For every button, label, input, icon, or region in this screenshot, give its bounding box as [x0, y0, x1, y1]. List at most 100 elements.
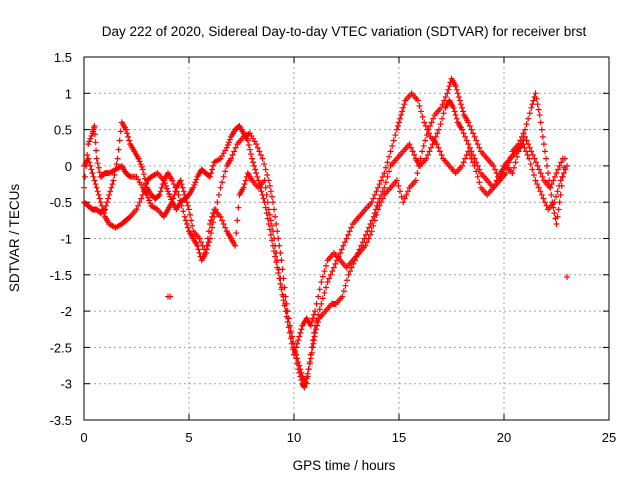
data-point [424, 126, 431, 133]
data-point [297, 329, 304, 336]
data-point [445, 86, 452, 93]
data-point [126, 214, 133, 221]
data-point [267, 231, 274, 238]
data-point [545, 170, 552, 177]
data-point [459, 126, 465, 133]
data-point [97, 199, 104, 206]
y-tick-label: -1.5 [50, 268, 72, 283]
data-point [560, 164, 567, 171]
data-point [433, 141, 440, 148]
data-point [466, 122, 473, 129]
data-point [518, 141, 525, 148]
data-point [534, 181, 541, 188]
data-point [209, 166, 216, 173]
data-point [465, 148, 472, 155]
data-point [425, 130, 432, 137]
data-point [457, 101, 464, 108]
data-point [146, 197, 153, 204]
data-point [241, 181, 248, 188]
data-point [294, 355, 301, 362]
data-point [435, 144, 442, 151]
data-point [275, 269, 282, 276]
data-point [473, 137, 480, 144]
data-point [373, 211, 380, 218]
data-point [462, 155, 469, 162]
data-point [108, 184, 115, 191]
data-point [376, 181, 383, 188]
data-point [102, 206, 108, 213]
data-point [259, 155, 266, 162]
data-point [145, 194, 152, 201]
data-point [266, 226, 273, 233]
data-point [191, 181, 198, 188]
data-point [88, 166, 95, 173]
data-point [219, 217, 226, 224]
y-tick-label: 0.5 [54, 123, 72, 138]
x-tick-label: 10 [287, 430, 301, 445]
data-point [386, 168, 393, 175]
data-point [339, 293, 346, 300]
data-point [375, 184, 381, 191]
data-point [288, 333, 295, 340]
data-point [421, 119, 428, 126]
data-point [319, 295, 326, 302]
data-point [249, 155, 255, 162]
y-tick-label: 1.5 [54, 50, 72, 65]
data-point [107, 188, 114, 195]
data-point [315, 311, 322, 318]
data-point [438, 104, 444, 111]
data-point [165, 188, 171, 195]
data-point [232, 242, 239, 249]
x-axis-label: GPS time / hours [293, 458, 396, 473]
data-point [257, 152, 264, 159]
data-point [245, 142, 252, 149]
data-point [401, 101, 408, 108]
data-point [476, 179, 483, 186]
data-point [371, 191, 378, 198]
data-point [394, 122, 401, 129]
data-point [520, 130, 527, 137]
data-point [455, 93, 462, 100]
data-point [544, 162, 551, 169]
data-point [517, 144, 524, 151]
data-point [326, 275, 333, 282]
data-point [175, 191, 182, 198]
data-point [556, 199, 563, 206]
data-point [136, 158, 143, 165]
data-point [287, 328, 294, 335]
data-point [308, 344, 315, 351]
data-point [440, 110, 447, 117]
data-point [528, 148, 535, 155]
data-point [492, 166, 499, 173]
data-point [460, 159, 467, 166]
data-point [178, 181, 185, 188]
data-point [378, 177, 385, 184]
data-point [295, 358, 302, 365]
data-point [304, 373, 311, 380]
data-point [371, 217, 378, 224]
grid-lines [84, 57, 609, 420]
data-point [309, 337, 316, 344]
data-point [296, 362, 303, 369]
data-point [538, 191, 545, 198]
data-point [265, 206, 272, 213]
data-point [420, 142, 427, 149]
data-point [346, 228, 353, 235]
data-point [550, 204, 557, 211]
data-point [398, 193, 405, 200]
data-point [310, 329, 317, 336]
data-point [93, 155, 100, 162]
data-point [168, 196, 175, 203]
data-point [293, 351, 300, 358]
data-point [208, 170, 215, 177]
data-point [313, 317, 320, 324]
data-point [436, 148, 443, 155]
data-point [262, 204, 269, 211]
data-point [279, 266, 286, 273]
data-point [96, 169, 103, 176]
data-point [548, 181, 555, 188]
data-point [298, 369, 305, 376]
data-point [271, 248, 278, 255]
y-tick-label: -3 [60, 377, 72, 392]
data-point [463, 137, 470, 144]
